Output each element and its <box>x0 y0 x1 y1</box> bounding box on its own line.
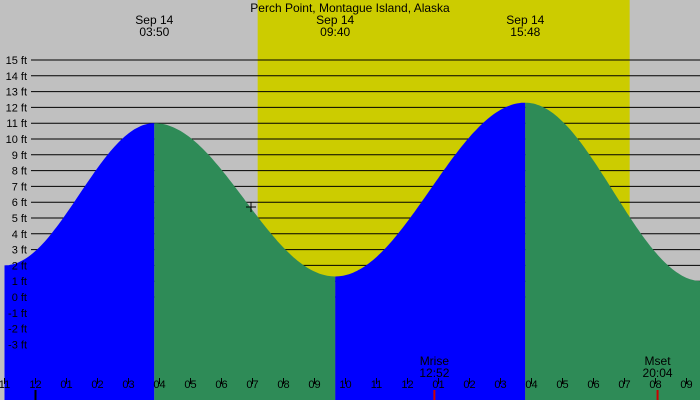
x-tick-label: 04 <box>525 379 537 391</box>
x-tick-label: 03 <box>122 379 134 391</box>
y-tick-label: 14 ft <box>6 71 27 83</box>
rising-tide-area <box>4 123 155 400</box>
x-tick-label: 05 <box>556 379 568 391</box>
tide-event-time: 03:50 <box>139 25 169 39</box>
y-tick-label: 11 ft <box>6 118 27 130</box>
moon-event-time: 12:52 <box>419 366 449 380</box>
x-tick-label: 02 <box>91 379 103 391</box>
falling-tide-area <box>154 123 336 400</box>
rising-tide-area <box>335 102 526 400</box>
y-axis-labels: -3 ft -2 ft -1 ft 0 ft 1 ft 2 ft 3 ft 4 ft 5 ft 6… <box>6 55 27 351</box>
y-tick-label: 6 ft <box>12 197 27 209</box>
x-tick-label: 05 <box>184 379 196 391</box>
x-tick-label: 09 <box>680 379 692 391</box>
x-tick-label: 01 <box>432 379 444 391</box>
tide-event-time: 09:40 <box>320 25 350 39</box>
tide-event-date: Sep 14 <box>316 13 354 27</box>
x-tick-label: 01 <box>60 379 72 391</box>
x-tick-label: 11 <box>0 379 10 391</box>
tide-event-time: 15:48 <box>510 25 540 39</box>
moon-event-time: 20:04 <box>643 366 673 380</box>
cursor-crosshair <box>246 202 256 212</box>
y-tick-label: 1 ft <box>12 276 27 288</box>
y-tick-label: -2 ft <box>8 324 27 336</box>
x-tick-label: 06 <box>587 379 599 391</box>
x-axis: 11 12 01 02 03 04 05 06 07 08 09 10 11 12 01 02 03 04 05 06… <box>0 378 693 400</box>
y-tick-label: -3 ft <box>8 339 27 351</box>
x-tick-label: 02 <box>463 379 475 391</box>
y-tick-label: 4 ft <box>12 229 27 241</box>
x-tick-label: 08 <box>649 379 661 391</box>
y-tick-label: 7 ft <box>12 181 27 193</box>
x-tick-label: 09 <box>308 379 320 391</box>
y-tick-label: -1 ft <box>8 308 27 320</box>
y-tick-label: 5 ft <box>12 213 27 225</box>
tide-areas <box>4 102 700 400</box>
y-tick-label: 12 ft <box>6 102 27 114</box>
falling-tide-area <box>525 102 700 400</box>
x-tick-label: 06 <box>215 379 227 391</box>
x-tick-label: 11 <box>371 379 382 391</box>
chart-title: Perch Point, Montague Island, Alaska <box>250 1 450 15</box>
y-tick-label: 15 ft <box>6 55 27 67</box>
x-tick-label: 12 <box>29 379 41 391</box>
x-tick-label: 10 <box>339 379 351 391</box>
tide-event-date: Sep 14 <box>135 13 173 27</box>
x-tick-label: 03 <box>494 379 506 391</box>
y-tick-label: 2 ft <box>12 260 27 272</box>
y-tick-label: 13 ft <box>6 87 27 99</box>
x-tick-label: 08 <box>277 379 289 391</box>
x-tick-label: 07 <box>246 379 258 391</box>
x-tick-label: 07 <box>618 379 630 391</box>
x-tick-label: 12 <box>401 379 413 391</box>
tide-event-date: Sep 14 <box>506 13 544 27</box>
y-tick-label: 9 ft <box>12 150 27 162</box>
y-tick-label: 0 ft <box>12 292 27 304</box>
x-tick-label: 04 <box>153 379 165 391</box>
y-tick-label: 8 ft <box>12 166 27 178</box>
y-tick-label: 10 ft <box>6 134 27 146</box>
y-tick-label: 3 ft <box>12 245 27 257</box>
moon-event-label: Mset <box>645 354 672 368</box>
moon-event-label: Mrise <box>420 354 450 368</box>
